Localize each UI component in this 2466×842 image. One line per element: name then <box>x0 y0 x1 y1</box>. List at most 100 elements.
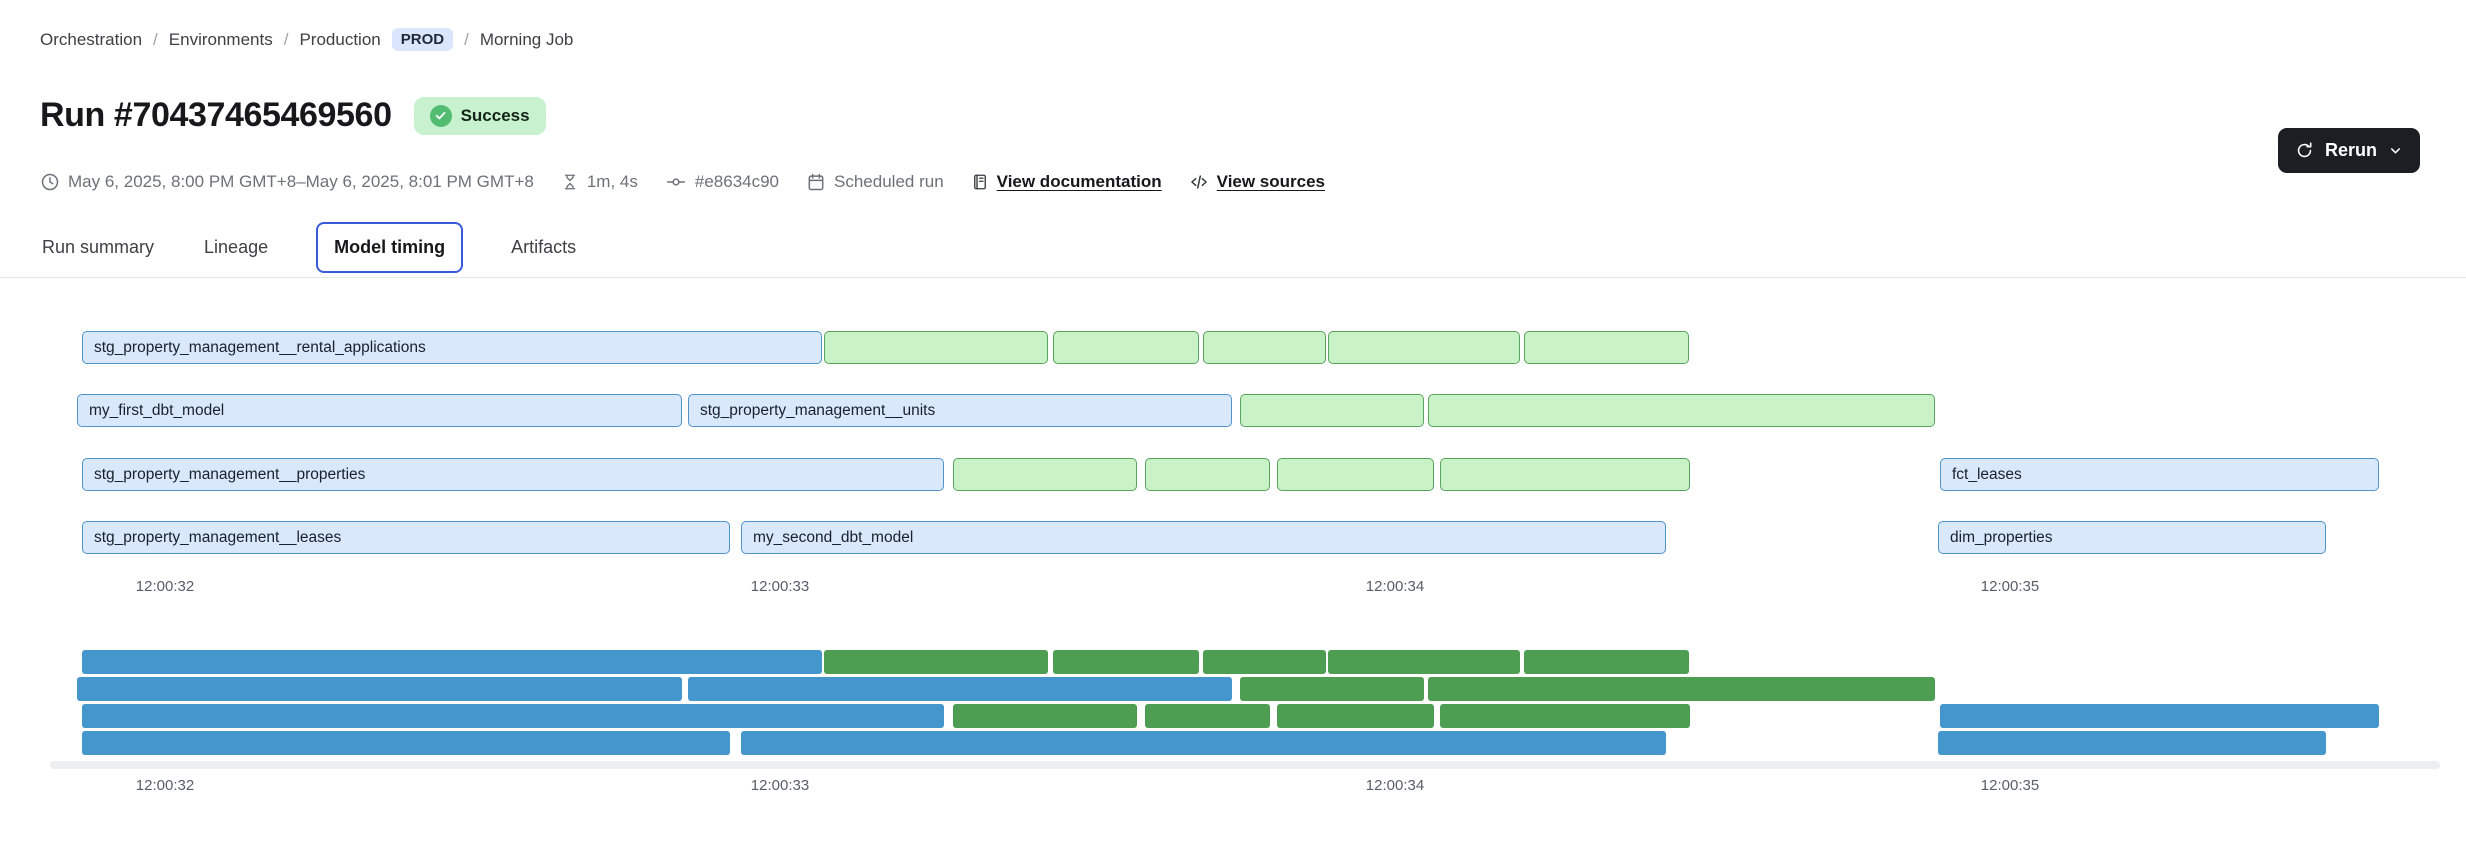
meta-duration-text: 1m, 4s <box>586 172 638 191</box>
time-tick: 12:00:32 <box>135 578 195 595</box>
hourglass-icon <box>561 172 579 192</box>
status-badge: Success <box>413 96 546 135</box>
minimap-bar-stg_property_management__rental_applications <box>82 650 822 674</box>
gantt-bar-stg_property_management__leases[interactable]: stg_property_management__leases <box>82 521 730 554</box>
title-row: Run #70437465469560 Success <box>40 96 546 135</box>
gantt-bar-green[interactable] <box>824 331 1048 364</box>
minimap-bar-green <box>1440 704 1690 728</box>
minimap[interactable] <box>0 650 2466 756</box>
minimap-bar-green <box>1240 677 1424 701</box>
document-icon <box>971 172 989 192</box>
gantt-bar-green[interactable] <box>1524 331 1689 364</box>
breadcrumb-separator: / <box>153 29 158 49</box>
run-metadata: May 6, 2025, 8:00 PM GMT+8–May 6, 2025, … <box>40 172 1325 192</box>
gantt-bar-label: my_second_dbt_model <box>753 528 914 546</box>
gantt-bar-green[interactable] <box>1440 458 1690 491</box>
commit-icon <box>665 172 687 192</box>
gantt-bar-label: fct_leases <box>1952 465 2022 483</box>
gantt-bar-green[interactable] <box>1145 458 1270 491</box>
gantt-bar-green[interactable] <box>1428 394 1935 427</box>
minimap-bar-green <box>1145 704 1270 728</box>
meta-trigger: Scheduled run <box>806 172 944 192</box>
rerun-label: Rerun <box>2324 140 2377 160</box>
meta-trigger-text: Scheduled run <box>834 172 944 191</box>
gantt-bar-green[interactable] <box>953 458 1137 491</box>
breadcrumb-item-orchestration[interactable]: Orchestration <box>40 29 143 49</box>
minimap-scroll-track[interactable] <box>50 761 2440 769</box>
meta-duration: 1m, 4s <box>561 172 638 192</box>
page-title: Run #70437465469560 <box>40 96 392 134</box>
gantt-bar-label: stg_property_management__properties <box>94 465 366 483</box>
gantt-bar-my_first_dbt_model[interactable]: my_first_dbt_model <box>77 394 682 427</box>
status-label: Success <box>460 105 530 125</box>
time-axis-bottom: 12:00:32 12:00:33 12:00:34 12:00:35 <box>0 777 2466 797</box>
time-tick: 12:00:33 <box>750 578 810 595</box>
gantt-bar-label: stg_property_management__leases <box>94 528 342 546</box>
view-documentation-link[interactable]: View documentation <box>996 172 1162 191</box>
rerun-button[interactable]: Rerun <box>2277 128 2420 173</box>
minimap-bar-stg_property_management__leases <box>82 731 730 755</box>
time-tick: 12:00:32 <box>135 777 195 794</box>
gantt-bar-stg_property_management__properties[interactable]: stg_property_management__properties <box>82 458 944 491</box>
minimap-bar-green <box>1428 677 1935 701</box>
gantt-bar-green[interactable] <box>1240 394 1424 427</box>
minimap-bar-green <box>1203 650 1326 674</box>
minimap-bar-dim_properties <box>1938 731 2326 755</box>
minimap-bar-green <box>1524 650 1689 674</box>
minimap-bar-stg_property_management__units <box>688 677 1232 701</box>
tab-artifacts[interactable]: Artifacts <box>511 237 577 257</box>
tab-bar: Run summary Lineage Model timing Artifac… <box>40 222 578 273</box>
gantt-bar-dim_properties[interactable]: dim_properties <box>1938 521 2326 554</box>
gantt-bar-label: dim_properties <box>1950 528 2053 546</box>
environment-badge: PROD <box>391 28 454 51</box>
minimap-bar-stg_property_management__properties <box>82 704 944 728</box>
gantt-bar-stg_property_management__units[interactable]: stg_property_management__units <box>688 394 1232 427</box>
gantt-bar-green[interactable] <box>1203 331 1326 364</box>
minimap-bar-my_first_dbt_model <box>77 677 682 701</box>
breadcrumb-item-production[interactable]: Production <box>299 29 381 49</box>
minimap-bar-green <box>1328 650 1520 674</box>
clock-icon <box>40 172 60 192</box>
meta-commit: #e8634c90 <box>665 172 779 192</box>
meta-documentation: View documentation <box>971 172 1162 192</box>
minimap-bar-green <box>953 704 1137 728</box>
minimap-bar-green <box>1277 704 1434 728</box>
breadcrumb: Orchestration / Environments / Productio… <box>40 28 573 51</box>
tab-lineage[interactable]: Lineage <box>204 237 269 257</box>
gantt-bar-green[interactable] <box>1277 458 1434 491</box>
gantt-bar-label: my_first_dbt_model <box>89 401 225 419</box>
minimap-bar-green <box>824 650 1048 674</box>
time-axis-top: 12:00:32 12:00:33 12:00:34 12:00:35 <box>0 578 2466 598</box>
gantt-bar-label: stg_property_management__units <box>700 401 936 419</box>
tab-run-summary[interactable]: Run summary <box>42 237 155 257</box>
calendar-icon <box>806 172 826 192</box>
minimap-bar-green <box>1053 650 1199 674</box>
rerun-dropdown-chevron-icon[interactable] <box>2388 143 2403 158</box>
tab-model-timing[interactable]: Model timing <box>316 222 464 273</box>
minimap-bar-fct_leases <box>1940 704 2379 728</box>
breadcrumb-separator: / <box>283 29 289 49</box>
time-tick: 12:00:34 <box>1365 578 1425 595</box>
gantt-bar-my_second_dbt_model[interactable]: my_second_dbt_model <box>741 521 1666 554</box>
view-sources-link[interactable]: View sources <box>1216 172 1326 191</box>
minimap-bar-my_second_dbt_model <box>741 731 1666 755</box>
time-tick: 12:00:34 <box>1365 777 1425 794</box>
meta-commit-text: #e8634c90 <box>694 172 780 191</box>
breadcrumb-separator: / <box>464 29 469 49</box>
gantt-bar-green[interactable] <box>1328 331 1520 364</box>
gantt-bar-green[interactable] <box>1053 331 1199 364</box>
breadcrumb-item-environments[interactable]: Environments <box>168 29 273 49</box>
time-tick: 12:00:33 <box>750 777 810 794</box>
gantt-chart: stg_property_management__rental_applicat… <box>0 331 2466 557</box>
gantt-bar-label: stg_property_management__rental_applicat… <box>94 338 426 356</box>
meta-sources: View sources <box>1189 172 1325 192</box>
gantt-bar-fct_leases[interactable]: fct_leases <box>1940 458 2379 491</box>
meta-time-range: May 6, 2025, 8:00 PM GMT+8–May 6, 2025, … <box>40 172 534 192</box>
meta-time-range-text: May 6, 2025, 8:00 PM GMT+8–May 6, 2025, … <box>68 172 534 191</box>
code-icon <box>1189 172 1209 192</box>
gantt-bar-stg_property_management__rental_applications[interactable]: stg_property_management__rental_applicat… <box>82 331 822 364</box>
success-check-icon <box>429 104 452 127</box>
refresh-icon <box>2295 141 2314 160</box>
breadcrumb-item-job[interactable]: Morning Job <box>479 29 574 49</box>
time-tick: 12:00:35 <box>1980 777 2040 794</box>
